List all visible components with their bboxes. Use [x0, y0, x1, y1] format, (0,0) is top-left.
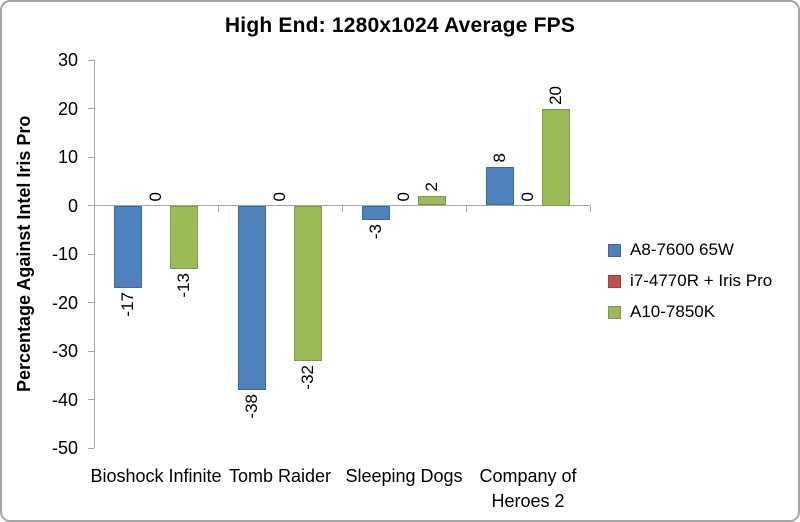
y-axis-tick-label: 20 [57, 98, 78, 119]
legend-label: i7-4770R + Iris Pro [630, 271, 773, 290]
data-label: -13 [174, 272, 193, 298]
legend-label: A8-7600 65W [630, 240, 734, 259]
bar-a8-7600-65w [114, 205, 142, 288]
bar-a10-7850k [542, 108, 570, 206]
y-axis-line [94, 60, 95, 448]
y-axis-tick-label: -20 [51, 292, 78, 313]
legend-swatch-icon [608, 305, 621, 319]
y-axis-tick [88, 205, 94, 206]
y-axis-tick [88, 156, 94, 158]
data-label: -32 [298, 364, 317, 390]
y-axis-tick [88, 447, 94, 449]
chart-title: High End: 1280x1024 Average FPS [224, 14, 576, 37]
data-label: 0 [270, 192, 289, 202]
y-axis-tick-label: -10 [51, 244, 78, 264]
y-axis-tick-label: -40 [51, 389, 78, 410]
bar-a10-7850k [170, 205, 198, 269]
legend-item: A8-7600 65W [608, 240, 772, 260]
y-axis-tick [88, 350, 94, 352]
category-label: Bioshock Infinite [90, 466, 222, 486]
data-label: 0 [518, 192, 537, 202]
bar-a8-7600-65w [486, 166, 514, 206]
legend-swatch-icon [608, 274, 621, 288]
x-axis-tick [217, 205, 219, 212]
bar-a8-7600-65w [238, 205, 266, 390]
data-label: -17 [118, 291, 137, 317]
y-axis-tick [88, 302, 94, 303]
y-axis-tick-label: 30 [57, 50, 78, 70]
y-axis-tick-label: -50 [51, 438, 78, 458]
category-label: Company of Heroes 2 [479, 466, 577, 511]
x-axis-tick [341, 205, 343, 212]
bar-a10-7850k [294, 205, 322, 361]
y-axis-tick [88, 108, 94, 109]
category-label: Tomb Raider [228, 466, 332, 486]
legend: A8-7600 65W i7-4770R + Iris Pro A10-7850K [608, 240, 772, 333]
bar-a8-7600-65w [362, 205, 390, 221]
y-axis-tick [88, 59, 94, 61]
data-label: 2 [422, 182, 441, 192]
data-label: -38 [242, 393, 261, 419]
x-axis-tick [93, 205, 95, 212]
x-axis-tick [465, 205, 467, 212]
data-label: 0 [394, 192, 413, 202]
y-axis-tick-label: 10 [57, 147, 78, 167]
bar-a10-7850k [418, 195, 446, 206]
y-axis-tick [88, 399, 94, 400]
x-axis-tick [589, 205, 591, 212]
y-axis-tick-label: 0 [67, 195, 78, 216]
data-label: 0 [146, 192, 165, 202]
data-label: -3 [366, 224, 385, 240]
legend-label: A10-7850K [630, 302, 716, 321]
data-label: 8 [490, 153, 509, 163]
y-axis-tick-label: -30 [51, 341, 78, 361]
plot-area: 30 20 10 0 -10 -20 -30 -40 -50 -17 -38 -3 8 0 0 0 0 -13 -3… [52, 50, 591, 511]
y-axis-tick [88, 253, 94, 255]
legend-swatch-icon [608, 243, 621, 257]
data-label: 20 [546, 85, 565, 105]
legend-item: i7-4770R + Iris Pro [608, 271, 772, 291]
category-label: Sleeping Dogs [345, 466, 463, 486]
legend-item: A10-7850K [608, 302, 772, 322]
